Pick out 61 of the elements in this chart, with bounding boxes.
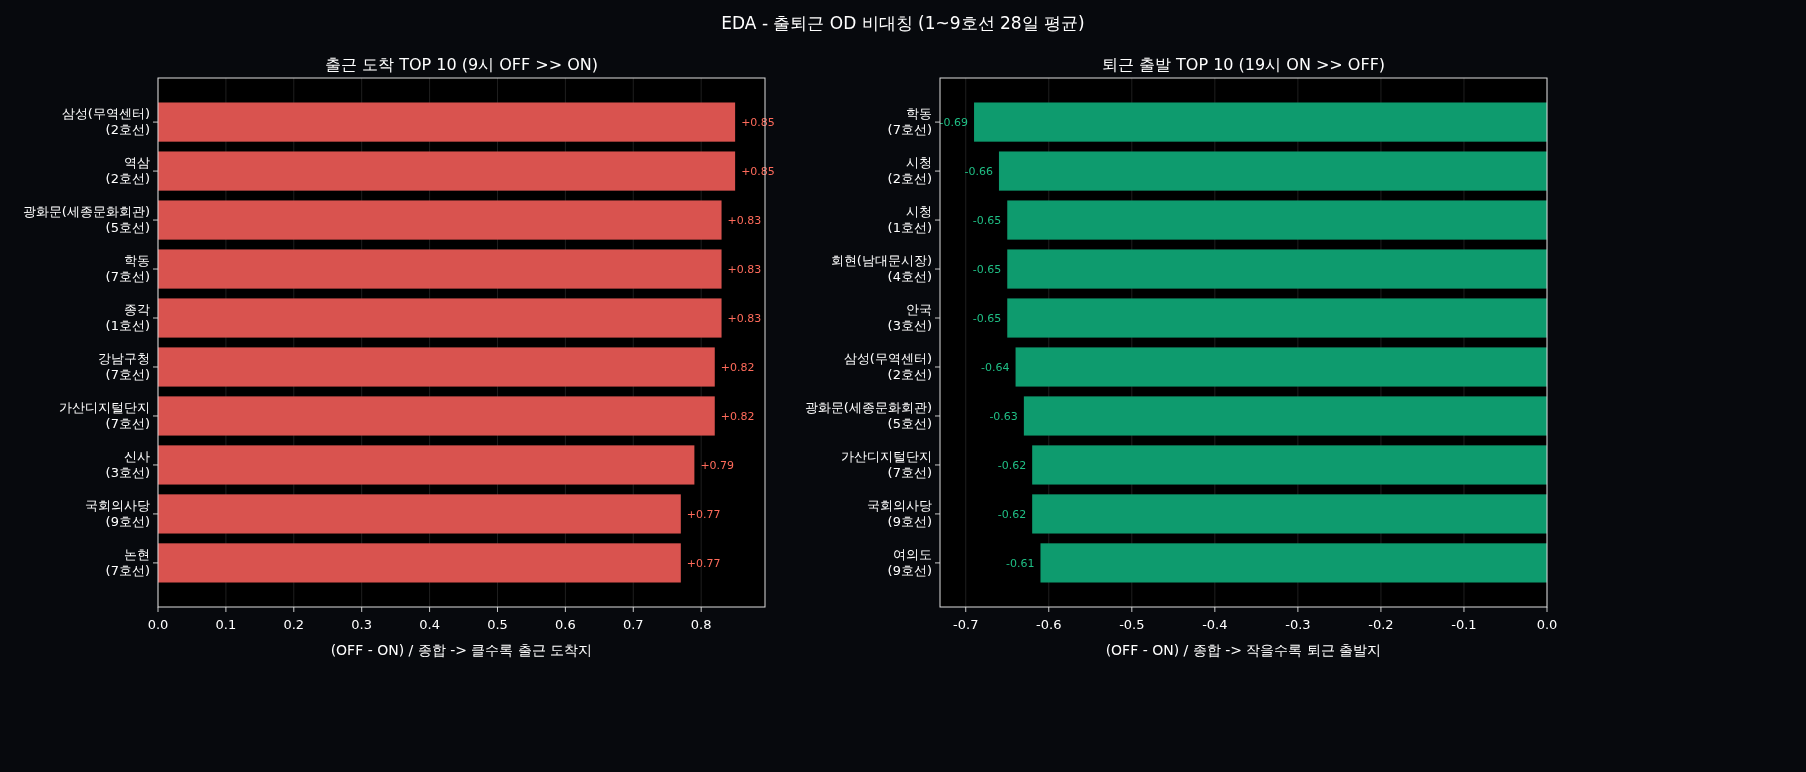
data-label: -0.62 [997, 458, 1027, 472]
x-tick-label: 0.4 [419, 617, 440, 632]
chart-subtitle: 출근 도착 TOP 10 (9시 OFF >> ON) [324, 55, 599, 74]
y-tick-label: 학동 (7호선) [105, 253, 150, 285]
data-label: +0.83 [727, 214, 762, 228]
y-tick-label: 가산디지털단지 (7호선) [59, 399, 150, 431]
x-tick-label: 0.0 [1536, 617, 1558, 632]
y-tick-label: 논현 (7호선) [105, 546, 150, 578]
x-axis-title: (OFF - ON) / 종합 -> 작을수록 퇴근 출발지 [1105, 642, 1382, 658]
data-label: +0.82 [720, 360, 755, 374]
x-tick-label: 0.5 [487, 617, 508, 632]
x-tick-label: -0.6 [1036, 617, 1062, 632]
y-tick-label: 여의도 (9호선) [887, 546, 932, 578]
data-label: -0.62 [997, 507, 1027, 521]
data-label: -0.61 [1006, 556, 1035, 570]
y-tick-label: 회현(남대문시장) (4호선) [830, 253, 932, 285]
y-tick-label: 역삼 (2호선) [105, 155, 150, 187]
x-tick-label: -0.3 [1285, 617, 1311, 632]
data-label: +0.83 [727, 312, 762, 326]
x-tick-label: 0.2 [283, 617, 305, 632]
y-tick-label: 시청 (1호선) [887, 204, 932, 236]
y-tick-label: 신사 (3호선) [105, 448, 150, 480]
y-tick-label: 가산디지털단지 (7호선) [841, 448, 932, 480]
y-tick-label: 삼성(무역센터) (2호선) [61, 106, 150, 138]
x-tick-label: -0.1 [1451, 617, 1477, 632]
chart-subtitle: 퇴근 출발 TOP 10 (19시 ON >> OFF) [1101, 55, 1386, 74]
y-tick-label: 시청 (2호선) [887, 155, 932, 187]
x-tick-label: -0.5 [1119, 617, 1145, 632]
y-tick-label: 국회의사당 (9호선) [85, 497, 150, 529]
data-label: +0.77 [686, 556, 721, 570]
data-label: +0.82 [720, 409, 755, 423]
data-label: +0.85 [741, 116, 775, 130]
x-tick-label: -0.2 [1368, 617, 1394, 632]
y-tick-label: 광화문(세종문화회관) (5호선) [22, 204, 150, 236]
data-label: +0.83 [727, 263, 762, 277]
y-tick-label: 학동 (7호선) [887, 106, 932, 138]
data-label: -0.63 [989, 409, 1018, 423]
y-tick-label: 삼성(무역센터) (2호선) [843, 350, 932, 382]
x-tick-label: -0.4 [1202, 617, 1228, 632]
data-label: -0.65 [972, 312, 1002, 326]
x-tick-label: -0.7 [953, 617, 979, 632]
data-label: -0.64 [981, 360, 1010, 374]
x-tick-label: 0.7 [622, 617, 644, 632]
data-label: +0.79 [700, 458, 735, 472]
y-tick-label: 광화문(세종문화회관) (5호선) [804, 399, 932, 431]
x-tick-label: 0.6 [555, 617, 576, 632]
y-tick-label: 안국 (3호선) [887, 302, 932, 334]
data-label: +0.77 [686, 507, 721, 521]
y-tick-label: 국회의사당 (9호선) [867, 497, 932, 529]
x-axis-title: (OFF - ON) / 종합 -> 클수록 출근 도착지 [330, 642, 593, 658]
y-tick-label: 종각 (1호선) [105, 302, 150, 334]
x-tick-label: 0.0 [147, 617, 169, 632]
text: EDA - 출퇴근 OD 비대칭 (1~9호선 28일 평균) [721, 13, 1085, 33]
x-tick-label: 0.1 [215, 617, 237, 632]
data-label: -0.65 [972, 263, 1002, 277]
data-label: -0.65 [972, 214, 1002, 228]
x-tick-label: 0.3 [351, 617, 373, 632]
y-tick-label: 강남구청 (7호선) [98, 350, 150, 382]
data-label: -0.66 [964, 165, 993, 179]
data-label: +0.85 [741, 165, 775, 179]
x-tick-label: 0.8 [690, 617, 712, 632]
